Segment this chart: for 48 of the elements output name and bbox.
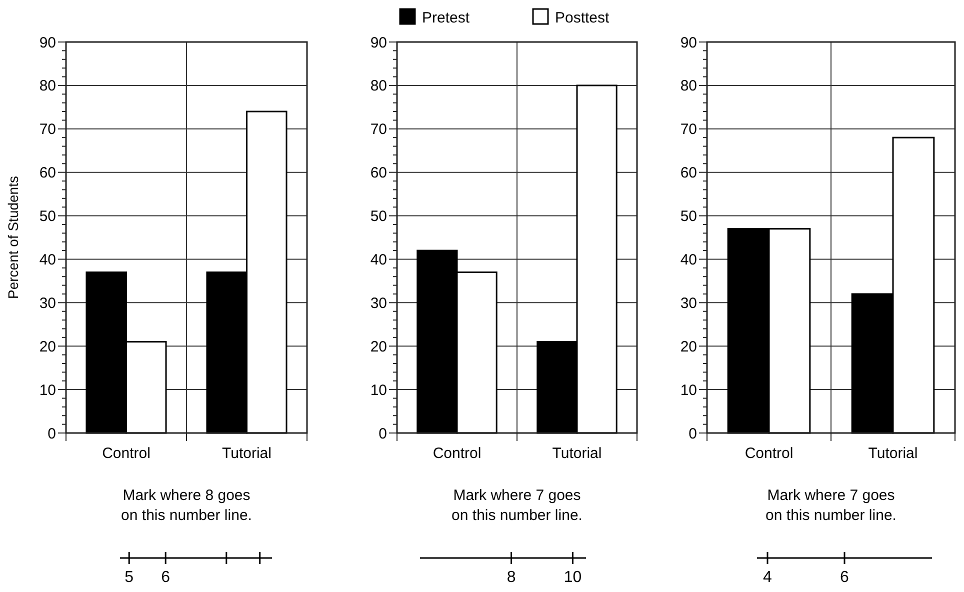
x-tick-label: Control: [102, 445, 150, 462]
text: 8: [506, 569, 516, 586]
text: 5: [124, 569, 134, 586]
y-tick-label: 10: [370, 382, 387, 399]
y-tick-label: 40: [370, 251, 387, 268]
y-tick-label: 20: [680, 338, 697, 356]
y-tick-label: 60: [39, 164, 56, 182]
y-tick-label: 10: [680, 382, 697, 399]
legend-label: Pretest: [422, 9, 470, 26]
x-tick-label: Tutorial: [222, 445, 272, 462]
y-tick-label: 0: [688, 425, 697, 442]
y-tick-label: 80: [680, 78, 697, 95]
y-tick-label: 70: [680, 121, 697, 138]
y-tick-label: 50: [39, 208, 56, 226]
y-tick-label: 70: [39, 121, 56, 138]
text: 10: [564, 569, 582, 586]
x-tick-label: Tutorial: [868, 445, 918, 462]
y-tick-label: 0: [378, 425, 387, 442]
y-tick-label: 80: [370, 78, 387, 95]
x-tick-label: Control: [432, 445, 482, 462]
x-tick-label: Control: [744, 445, 794, 462]
y-tick-label: 50: [680, 208, 697, 226]
text: 4: [763, 569, 772, 586]
y-tick-label: 30: [680, 294, 697, 312]
y-tick-label: 90: [39, 34, 56, 52]
y-tick-label: 30: [370, 294, 387, 312]
y-tick-label: 60: [370, 164, 387, 182]
y-tick-label: 20: [370, 338, 387, 356]
legend-label: Posttest: [555, 9, 610, 26]
y-tick-label: 10: [39, 382, 56, 399]
y-tick-label: 50: [370, 208, 387, 226]
text: 6: [161, 569, 170, 586]
y-axis-title: Percent of Students: [5, 176, 21, 299]
y-tick-label: 80: [39, 78, 56, 95]
y-tick-label: 70: [370, 121, 387, 138]
y-tick-label: 90: [370, 34, 387, 52]
y-tick-label: 40: [680, 251, 697, 268]
y-tick-label: 90: [680, 34, 697, 52]
y-tick-label: 30: [39, 294, 56, 312]
x-tick-label: Tutorial: [552, 445, 602, 462]
y-tick-label: 0: [48, 425, 56, 442]
y-tick-label: 60: [680, 164, 697, 182]
text: Mark where 8 goes on this number line.: [121, 487, 252, 524]
text: Mark where 7 goes on this number line.: [766, 487, 896, 524]
y-tick-label: 40: [39, 251, 56, 268]
y-tick-label: 20: [39, 338, 56, 356]
text: 6: [840, 569, 850, 586]
text: Mark where 7 goes on this number line.: [452, 487, 582, 524]
